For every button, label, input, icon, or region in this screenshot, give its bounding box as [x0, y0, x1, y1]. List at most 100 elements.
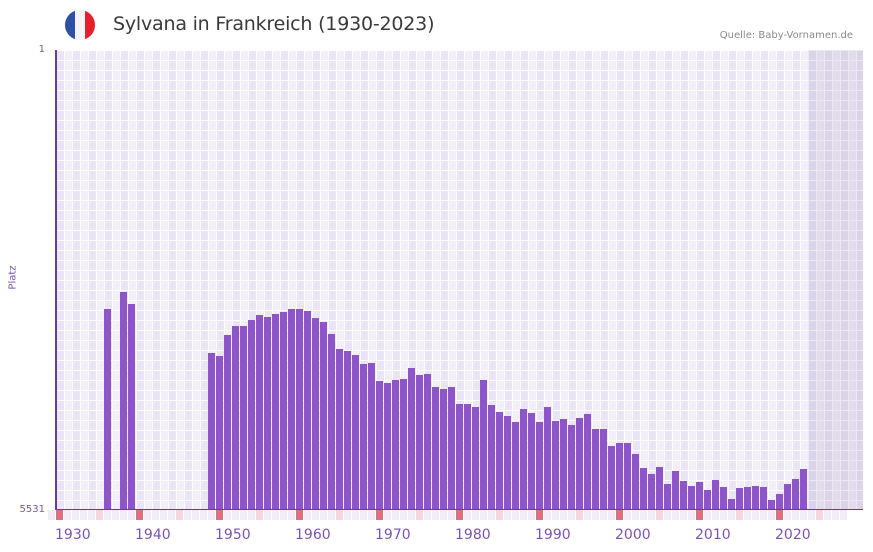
bar-1960[interactable]: [296, 308, 303, 510]
bar-2007[interactable]: [672, 471, 679, 510]
bar-1971[interactable]: [384, 382, 391, 510]
bar-1949[interactable]: [208, 352, 215, 510]
bar-1938[interactable]: [120, 291, 127, 510]
bar-1962[interactable]: [312, 317, 319, 510]
year-marker-1933: [80, 510, 87, 520]
bar-1961[interactable]: [304, 310, 311, 510]
bar-1963[interactable]: [320, 322, 327, 510]
bar-1939[interactable]: [128, 303, 135, 510]
bar-2010[interactable]: [696, 481, 703, 510]
bar-1968[interactable]: [360, 363, 367, 510]
bar-1993[interactable]: [560, 419, 567, 510]
year-marker-2002: [632, 510, 639, 520]
bar-1976[interactable]: [424, 374, 431, 510]
bar-1952[interactable]: [232, 326, 239, 510]
bar-1986[interactable]: [504, 415, 511, 510]
bar-2005[interactable]: [656, 467, 663, 510]
year-marker-1930: [56, 510, 63, 520]
year-marker-1961: [304, 510, 311, 520]
year-marker-1965: [336, 510, 343, 520]
bar-1996[interactable]: [584, 414, 591, 510]
bar-1974[interactable]: [408, 367, 415, 510]
bar-2018[interactable]: [760, 486, 767, 510]
bar-2023[interactable]: [800, 469, 807, 510]
year-marker-1983: [480, 510, 487, 520]
bar-1954[interactable]: [248, 320, 255, 510]
bar-1987[interactable]: [512, 422, 519, 510]
bar-2019[interactable]: [768, 499, 775, 510]
bar-1990[interactable]: [536, 422, 543, 510]
bar-1957[interactable]: [272, 313, 279, 510]
year-marker-1989: [528, 510, 535, 520]
bar-1998[interactable]: [600, 428, 607, 510]
bar-1936[interactable]: [104, 308, 111, 510]
bar-1992[interactable]: [552, 421, 559, 510]
year-marker-2027: [832, 510, 839, 520]
year-marker-1949: [208, 510, 215, 520]
bar-1972[interactable]: [392, 380, 399, 510]
bar-2011[interactable]: [704, 489, 711, 510]
bar-2000[interactable]: [616, 442, 623, 510]
bar-1950[interactable]: [216, 355, 223, 510]
bar-2015[interactable]: [736, 487, 743, 510]
bar-1973[interactable]: [400, 379, 407, 510]
year-marker-1967: [352, 510, 359, 520]
bar-1979[interactable]: [448, 386, 455, 510]
bar-1953[interactable]: [240, 326, 247, 510]
bar-1988[interactable]: [520, 409, 527, 510]
bar-1982[interactable]: [472, 406, 479, 510]
bar-2020[interactable]: [776, 493, 783, 510]
bar-2006[interactable]: [664, 483, 671, 510]
bar-2013[interactable]: [720, 486, 727, 510]
bar-2008[interactable]: [680, 480, 687, 510]
year-marker-2026: [824, 510, 831, 520]
bar-1969[interactable]: [368, 362, 375, 510]
bar-1959[interactable]: [288, 308, 295, 510]
bar-1981[interactable]: [464, 403, 471, 510]
bar-1977[interactable]: [432, 386, 439, 510]
year-marker-1929: [48, 510, 55, 520]
bar-2004[interactable]: [648, 473, 655, 510]
source-link[interactable]: Quelle: Baby-Vornamen.de: [719, 30, 853, 41]
bar-2017[interactable]: [752, 485, 759, 510]
year-marker-1938: [120, 510, 127, 520]
bar-2022[interactable]: [792, 478, 799, 510]
bar-2001[interactable]: [624, 442, 631, 510]
bar-1983[interactable]: [480, 380, 487, 510]
year-marker-1992: [552, 510, 559, 520]
bar-2009[interactable]: [688, 485, 695, 510]
bar-2003[interactable]: [640, 468, 647, 510]
bar-2002[interactable]: [632, 453, 639, 510]
bar-1964[interactable]: [328, 334, 335, 510]
year-marker-1943: [160, 510, 167, 520]
bar-2021[interactable]: [784, 483, 791, 510]
bar-1994[interactable]: [568, 425, 575, 510]
bar-1985[interactable]: [496, 411, 503, 510]
bar-1958[interactable]: [280, 311, 287, 510]
bar-1989[interactable]: [528, 413, 535, 510]
year-marker-1962: [312, 510, 319, 520]
year-marker-1948: [200, 510, 207, 520]
bar-2014[interactable]: [728, 498, 735, 510]
year-marker-1956: [264, 510, 271, 520]
year-marker-1984: [488, 510, 495, 520]
bar-1970[interactable]: [376, 380, 383, 510]
bar-1966[interactable]: [344, 350, 351, 510]
bar-1980[interactable]: [456, 403, 463, 510]
bar-1965[interactable]: [336, 348, 343, 510]
bar-1999[interactable]: [608, 445, 615, 510]
bar-2016[interactable]: [744, 486, 751, 510]
bar-1978[interactable]: [440, 388, 447, 510]
bar-1995[interactable]: [576, 418, 583, 510]
bar-1951[interactable]: [224, 334, 231, 510]
bar-1967[interactable]: [352, 354, 359, 510]
year-marker-1996: [584, 510, 591, 520]
bar-1991[interactable]: [544, 406, 551, 510]
year-marker-1988: [520, 510, 527, 520]
bar-1956[interactable]: [264, 316, 271, 510]
bar-1975[interactable]: [416, 375, 423, 510]
bar-1955[interactable]: [256, 314, 263, 510]
bar-1997[interactable]: [592, 428, 599, 510]
bar-1984[interactable]: [488, 404, 495, 510]
bar-2012[interactable]: [712, 479, 719, 510]
